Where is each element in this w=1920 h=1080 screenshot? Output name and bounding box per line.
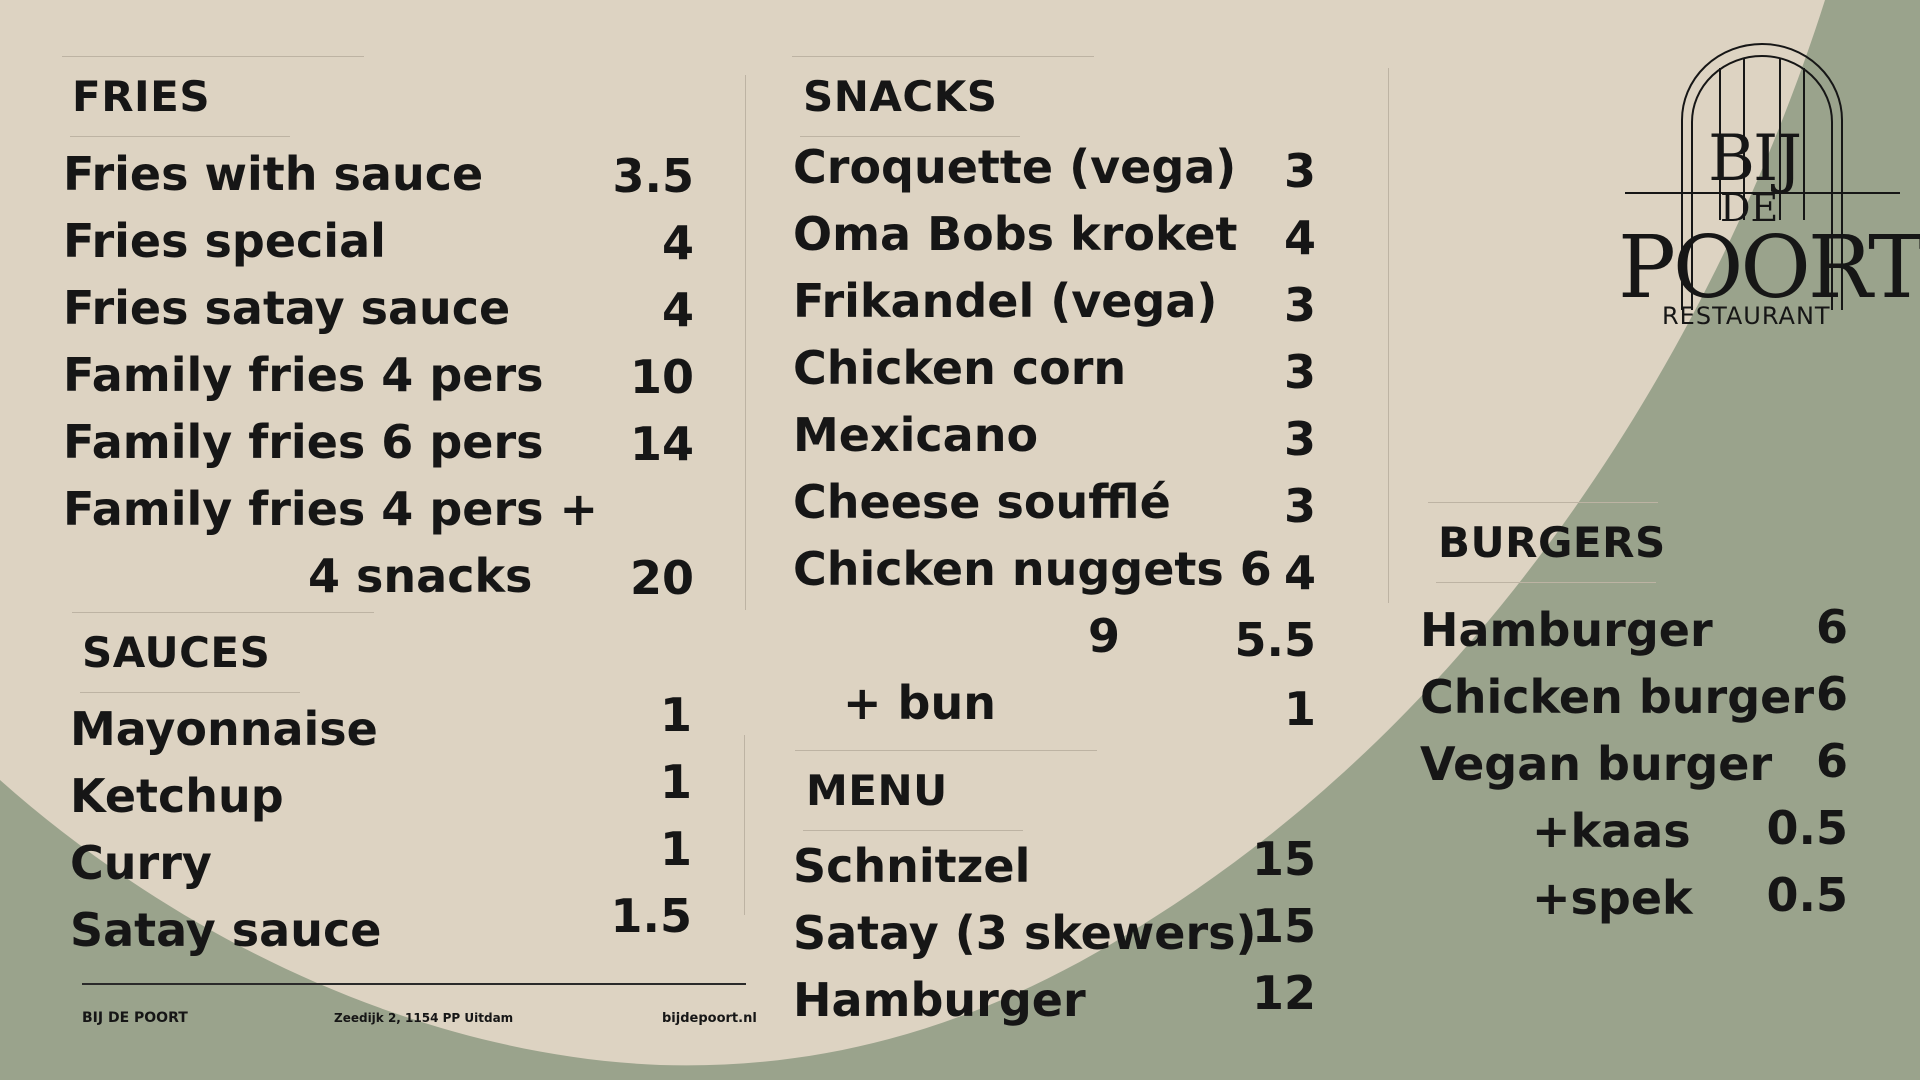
footer-website: bijdepoort.nl bbox=[662, 1011, 757, 1026]
divider bbox=[1428, 502, 1658, 503]
snacks-item: Cheese soufflé bbox=[793, 475, 1171, 529]
snacks-item: Chicken corn bbox=[793, 341, 1127, 395]
menu-price: 15 bbox=[1251, 899, 1316, 953]
menu-item: Satay (3 skewers) bbox=[793, 906, 1257, 960]
burgers-item: Chicken burger bbox=[1420, 670, 1815, 724]
burgers-item: +kaas bbox=[1532, 804, 1691, 858]
sauces-heading: SAUCES bbox=[82, 628, 271, 677]
sauces-item: Mayonnaise bbox=[70, 702, 378, 756]
divider bbox=[795, 750, 1097, 751]
logo-subtitle: RESTAURANT bbox=[1662, 302, 1831, 330]
footer-address: Zeedijk 2, 1154 PP Uitdam bbox=[334, 1011, 514, 1025]
burgers-price: 0.5 bbox=[1766, 801, 1849, 855]
snacks-item: + bun bbox=[843, 676, 996, 730]
gate-arch-icon bbox=[1625, 43, 1900, 310]
fries-price: 4 bbox=[661, 283, 694, 337]
burgers-price: 0.5 bbox=[1766, 868, 1849, 922]
sauces-price: 1 bbox=[659, 755, 692, 809]
divider bbox=[62, 56, 364, 57]
fries-price: 4 bbox=[661, 216, 694, 270]
snacks-item: Mexicano bbox=[793, 408, 1039, 462]
divider bbox=[72, 612, 374, 613]
menu-price: 12 bbox=[1251, 966, 1316, 1020]
snacks-item: Chicken nuggets 6 bbox=[793, 542, 1272, 596]
snacks-price: 3 bbox=[1283, 278, 1316, 332]
fries-price: 14 bbox=[629, 417, 694, 471]
sauces-item: Satay sauce bbox=[70, 903, 382, 957]
burgers-price: 6 bbox=[1815, 667, 1848, 721]
menu-item: Schnitzel bbox=[793, 839, 1031, 893]
burgers-heading: BURGERS bbox=[1438, 518, 1666, 567]
burgers-item: Hamburger bbox=[1420, 603, 1713, 657]
snacks-item: Croquette (vega) bbox=[793, 140, 1237, 194]
snacks-heading: SNACKS bbox=[803, 72, 998, 121]
fries-item: Fries with sauce bbox=[63, 147, 484, 201]
snacks-price: 3 bbox=[1283, 479, 1316, 533]
footer-divider bbox=[82, 983, 746, 985]
fries-item: Family fries 4 pers bbox=[63, 348, 544, 402]
fries-item: Fries satay sauce bbox=[63, 281, 511, 335]
divider bbox=[803, 830, 1023, 831]
snacks-price: 4 bbox=[1283, 546, 1316, 600]
logo-text: POORT bbox=[1618, 218, 1920, 318]
divider bbox=[70, 136, 290, 137]
menu-heading: MENU bbox=[806, 766, 948, 815]
divider bbox=[800, 136, 1020, 137]
sauces-item: Curry bbox=[70, 836, 212, 890]
snacks-price: 3 bbox=[1283, 345, 1316, 399]
burgers-price: 6 bbox=[1815, 734, 1848, 788]
divider bbox=[792, 56, 1094, 57]
sauces-price: 1 bbox=[659, 822, 692, 876]
snacks-price: 3 bbox=[1283, 144, 1316, 198]
sauces-price: 1.5 bbox=[610, 889, 693, 943]
snacks-price: 5.5 bbox=[1234, 613, 1317, 667]
fries-item: Family fries 6 pers bbox=[63, 415, 544, 469]
divider bbox=[1436, 582, 1656, 583]
burgers-price: 6 bbox=[1815, 600, 1848, 654]
sauces-price: 1 bbox=[659, 688, 692, 742]
snacks-item: Frikandel (vega) bbox=[793, 274, 1218, 328]
column-divider bbox=[745, 75, 746, 610]
column-divider bbox=[744, 735, 745, 915]
menu-price: 15 bbox=[1251, 832, 1316, 886]
snacks-price: 1 bbox=[1283, 682, 1316, 736]
snacks-price: 4 bbox=[1283, 211, 1316, 265]
divider bbox=[80, 692, 300, 693]
restaurant-logo: BIJ DE POORT RESTAURANT bbox=[1618, 40, 1920, 340]
fries-price: 20 bbox=[629, 551, 694, 605]
logo-text: DE bbox=[1720, 186, 1779, 230]
fries-item: Family fries 4 pers + bbox=[63, 482, 599, 536]
footer-name: BIJ DE POORT bbox=[82, 1010, 188, 1026]
column-divider bbox=[1388, 68, 1389, 603]
menu-item: Hamburger bbox=[793, 973, 1086, 1027]
fries-heading: FRIES bbox=[72, 72, 211, 121]
snacks-price: 3 bbox=[1283, 412, 1316, 466]
burgers-item: Vegan burger bbox=[1420, 737, 1773, 791]
sauces-item: Ketchup bbox=[70, 769, 284, 823]
burgers-item: +spek bbox=[1532, 871, 1693, 925]
fries-price: 10 bbox=[629, 350, 694, 404]
logo-text: BIJ bbox=[1708, 122, 1802, 196]
fries-price: 3.5 bbox=[612, 149, 695, 203]
fries-item: Fries special bbox=[63, 214, 386, 268]
fries-item-line2: 4 snacks bbox=[308, 549, 533, 603]
snacks-item: 9 bbox=[1088, 609, 1121, 663]
snacks-item: Oma Bobs kroket bbox=[793, 207, 1238, 261]
